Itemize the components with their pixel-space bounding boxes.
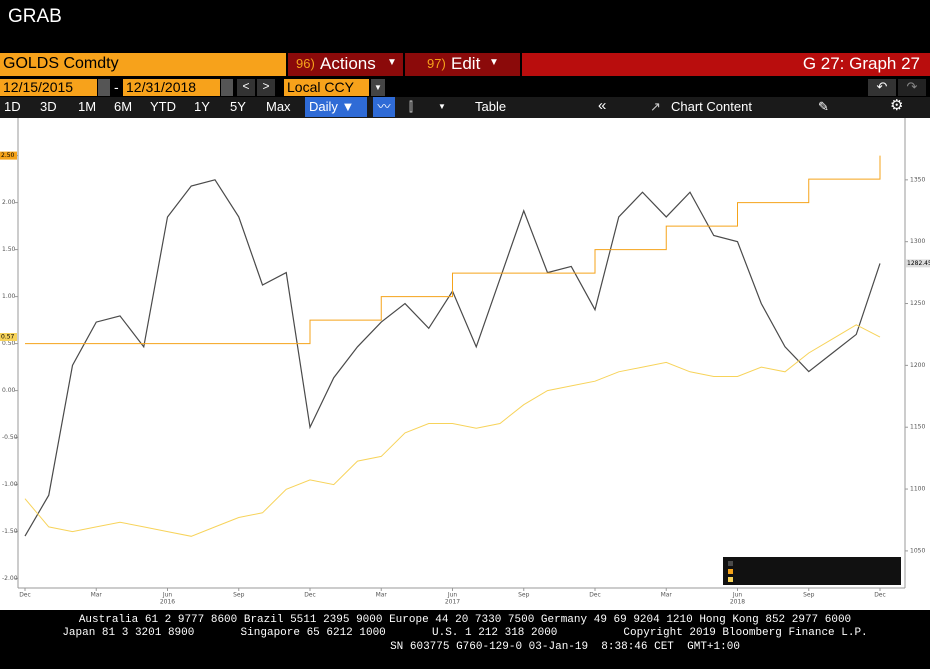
settings-icon[interactable]: ⚙: [890, 97, 904, 114]
graph-name: G 27: Graph 27: [802, 54, 920, 73]
bar-chart-icon[interactable]: ⫿: [408, 99, 414, 114]
y2-tick-label: 1350: [910, 176, 925, 183]
series-line: [25, 155, 881, 345]
x-tick-label: Sep: [803, 592, 815, 599]
y2-tick-label: 1150: [910, 424, 925, 431]
currency-field[interactable]: Local CCY: [284, 79, 369, 96]
legend-swatch: [728, 569, 733, 574]
range-button[interactable]: 1Y: [194, 99, 210, 114]
x-year-label: 2016: [160, 599, 175, 606]
start-date[interactable]: 12/15/2015: [0, 79, 97, 96]
chart: 2.50 2.00 1.50 1.00 0.50 0.00 -0.50 -1.00 -1.50 -…: [0, 118, 930, 610]
legend-swatch: [728, 561, 733, 566]
y-tick-label: -2.00: [2, 575, 18, 582]
menu-label: Edit: [451, 54, 481, 73]
range-button[interactable]: YTD: [150, 99, 176, 114]
range-button[interactable]: 6M: [114, 99, 133, 114]
range-button[interactable]: 1M: [78, 99, 97, 114]
x-tick-label: Sep: [518, 592, 530, 599]
window-title: GRAB: [8, 6, 62, 27]
legend-swatch: [728, 577, 733, 582]
range-button[interactable]: 5Y: [230, 99, 246, 114]
x-tick-label: Jun: [732, 592, 743, 599]
edit-menu[interactable]: 97) Edit ▼: [405, 53, 520, 76]
redo-button[interactable]: ↷: [898, 79, 926, 96]
x-tick-label: Mar: [376, 592, 388, 599]
line-chart-icon[interactable]: 〰: [373, 97, 395, 117]
y-tick-label: 1.50: [2, 246, 16, 253]
value-tag: [0, 333, 17, 342]
x-year-label: 2018: [730, 599, 745, 606]
value-tag: [0, 151, 17, 160]
range-button[interactable]: 3D: [40, 99, 57, 114]
y2-tick-label: 1250: [910, 300, 925, 307]
y2-tick-label: 1050: [910, 547, 925, 554]
y-tick-label: -1.00: [2, 481, 18, 488]
chart-content-button[interactable]: Chart Content: [671, 99, 752, 114]
calendar-icon[interactable]: [221, 79, 233, 96]
y-tick-label: -1.50: [2, 528, 18, 535]
menu-code: 96): [296, 56, 315, 71]
menu-code: 97): [427, 56, 446, 71]
undo-button[interactable]: ↶: [868, 79, 896, 96]
legend-box: [723, 557, 901, 585]
graph-bar: G 27: Graph 27: [522, 53, 930, 76]
actions-menu[interactable]: 96) Actions ▼: [288, 53, 403, 76]
value-tag-label: 1282.45: [907, 260, 930, 267]
dropdown-arrow: ▼: [387, 57, 397, 68]
calendar-icon[interactable]: [98, 79, 110, 96]
x-tick-label: Sep: [233, 592, 245, 599]
value-tag-label: 0.57: [1, 334, 15, 341]
range-bar: [0, 97, 930, 118]
x-tick-label: Dec: [304, 592, 316, 599]
y2-tick-label: 1200: [910, 362, 925, 369]
y2-tick-label: 1300: [910, 238, 925, 245]
dropdown-arrow: ▼: [489, 57, 499, 68]
chart-icon: ↗: [650, 99, 661, 114]
y2-tick-label: 1100: [910, 486, 925, 493]
collapse-button[interactable]: «: [598, 97, 607, 114]
x-tick-label: Jun: [162, 592, 173, 599]
series-line: [24, 324, 881, 537]
dropdown-arrow[interactable]: ▼: [371, 79, 385, 96]
y-tick-label: -0.50: [2, 434, 18, 441]
x-tick-label: Jun: [447, 592, 458, 599]
value-tag-label: 2.50: [1, 152, 15, 159]
x-year-label: 2017: [445, 599, 460, 606]
y-tick-label: 0.00: [2, 387, 16, 394]
dropdown-arrow[interactable]: ▼: [438, 102, 446, 111]
end-date[interactable]: 12/31/2018: [123, 79, 220, 96]
table-button[interactable]: Table: [475, 99, 507, 114]
range-button[interactable]: 1D: [4, 99, 21, 114]
value-tag: [906, 259, 930, 268]
chart-background: [0, 118, 930, 610]
x-tick-label: Dec: [874, 592, 886, 599]
footer-line: Australia 61 2 9777 8600 Brazil 5511 239…: [78, 614, 852, 626]
x-tick-label: Dec: [19, 592, 31, 599]
x-tick-label: Mar: [91, 592, 103, 599]
footer-line: Japan 81 3 3201 8900 Singapore 65 6212 1…: [62, 627, 868, 639]
prev-button[interactable]: <: [237, 79, 255, 96]
frequency-menu[interactable]: Daily ▼: [305, 97, 367, 117]
y-tick-label: 0.50: [2, 340, 16, 347]
x-tick-label: Mar: [661, 592, 673, 599]
security-field[interactable]: GOLDS Comdty: [0, 53, 286, 76]
security: GOLDS Comdty: [3, 55, 119, 72]
date-separator: -: [114, 79, 119, 95]
y-tick-label: 2.00: [2, 199, 16, 206]
menu-label: Actions: [320, 54, 376, 73]
y-tick-label: 1.00: [2, 293, 16, 300]
footer-line: SN 603775 G760-129-0 03-Jan-19 8:38:46 C…: [390, 641, 740, 653]
edit-icon[interactable]: ✎: [818, 99, 829, 114]
next-button[interactable]: >: [257, 79, 275, 96]
x-tick-label: Dec: [589, 592, 601, 599]
range-button[interactable]: Max: [266, 99, 291, 114]
